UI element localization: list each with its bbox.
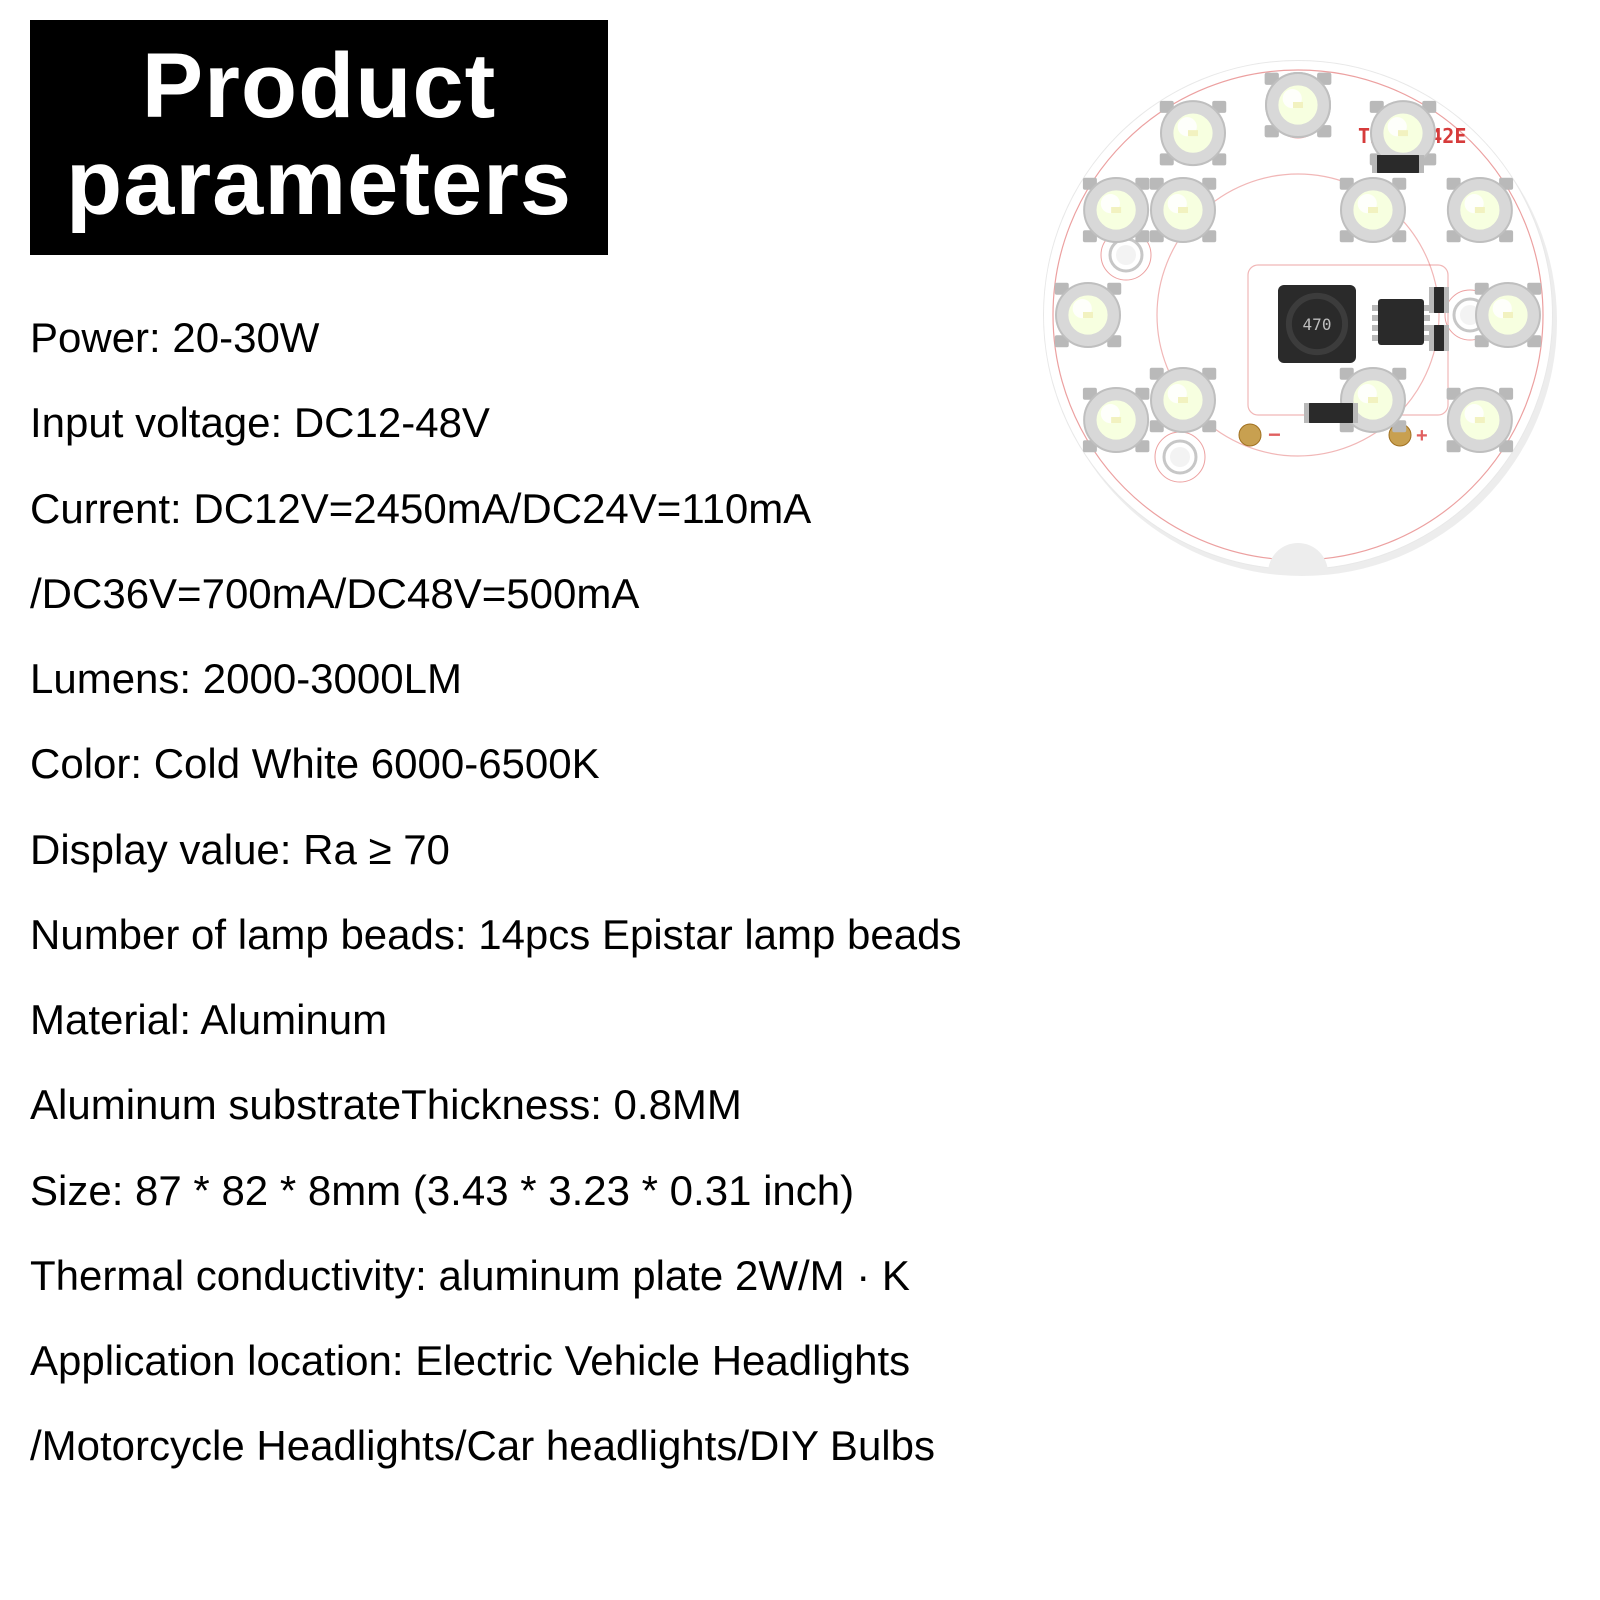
svg-text:470: 470 [1303, 315, 1332, 334]
title-line-1: Product [66, 38, 572, 135]
led-bead [1340, 178, 1406, 242]
title-block: Product parameters [30, 20, 608, 255]
led-bead [1160, 101, 1226, 165]
spec-line: Thermal conductivity: aluminum plate 2W/… [30, 1233, 1570, 1318]
spec-line: Application location: Electric Vehicle H… [30, 1318, 1570, 1403]
led-bead [1447, 388, 1513, 452]
spec-line: Lumens: 2000-3000LM [30, 636, 1570, 721]
svg-text:−: − [1268, 422, 1281, 447]
led-bead [1083, 178, 1149, 242]
led-bead [1447, 178, 1513, 242]
product-pcb-image: TH-W0142E−+470 [1008, 25, 1588, 605]
led-bead [1150, 368, 1216, 432]
led-bead [1083, 388, 1149, 452]
led-bead [1265, 73, 1331, 137]
led-bead [1475, 283, 1541, 347]
spec-line: Size: 87 * 82 * 8mm (3.43 * 3.23 * 0.31 … [30, 1148, 1570, 1233]
spec-line: /Motorcycle Headlights/Car headlights/DI… [30, 1403, 1570, 1488]
spec-line: Aluminum substrateThickness: 0.8MM [30, 1062, 1570, 1147]
spec-line: Number of lamp beads: 14pcs Epistar lamp… [30, 892, 1570, 977]
title-line-2: parameters [66, 135, 572, 232]
pcb-svg: TH-W0142E−+470 [1008, 25, 1588, 605]
spec-line: Material: Aluminum [30, 977, 1570, 1062]
led-bead [1055, 283, 1121, 347]
spec-line: Display value: Ra ≥ 70 [30, 807, 1570, 892]
svg-text:+: + [1416, 425, 1428, 447]
spec-line: Color: Cold White 6000-6500K [30, 721, 1570, 806]
led-bead [1150, 178, 1216, 242]
